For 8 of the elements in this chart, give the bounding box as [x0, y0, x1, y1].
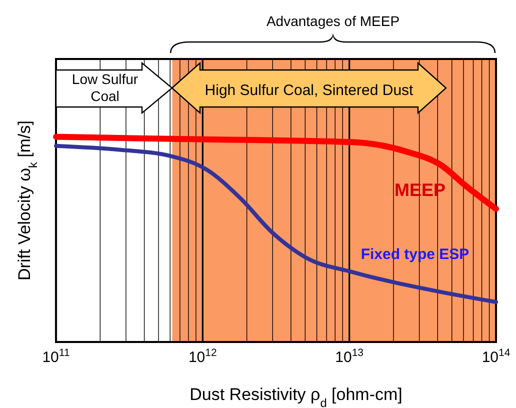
x-tick-label: 10$^{12}$: [188, 347, 218, 366]
text: High Sulfur Coal, Sintered Dust: [204, 82, 414, 99]
text: Low Sulfur Coal: [72, 71, 138, 104]
x-tick-label: 10$^{11}$: [42, 347, 70, 366]
x-axis-title: Dust Resistivity ρ$_{d}$ [ohm-cm]: [190, 385, 402, 408]
text: Advantages of MEEP: [266, 13, 400, 29]
x-tick-label: 10$^{13}$: [335, 347, 364, 366]
x-tick-label: 10$^{14}$: [482, 347, 510, 366]
